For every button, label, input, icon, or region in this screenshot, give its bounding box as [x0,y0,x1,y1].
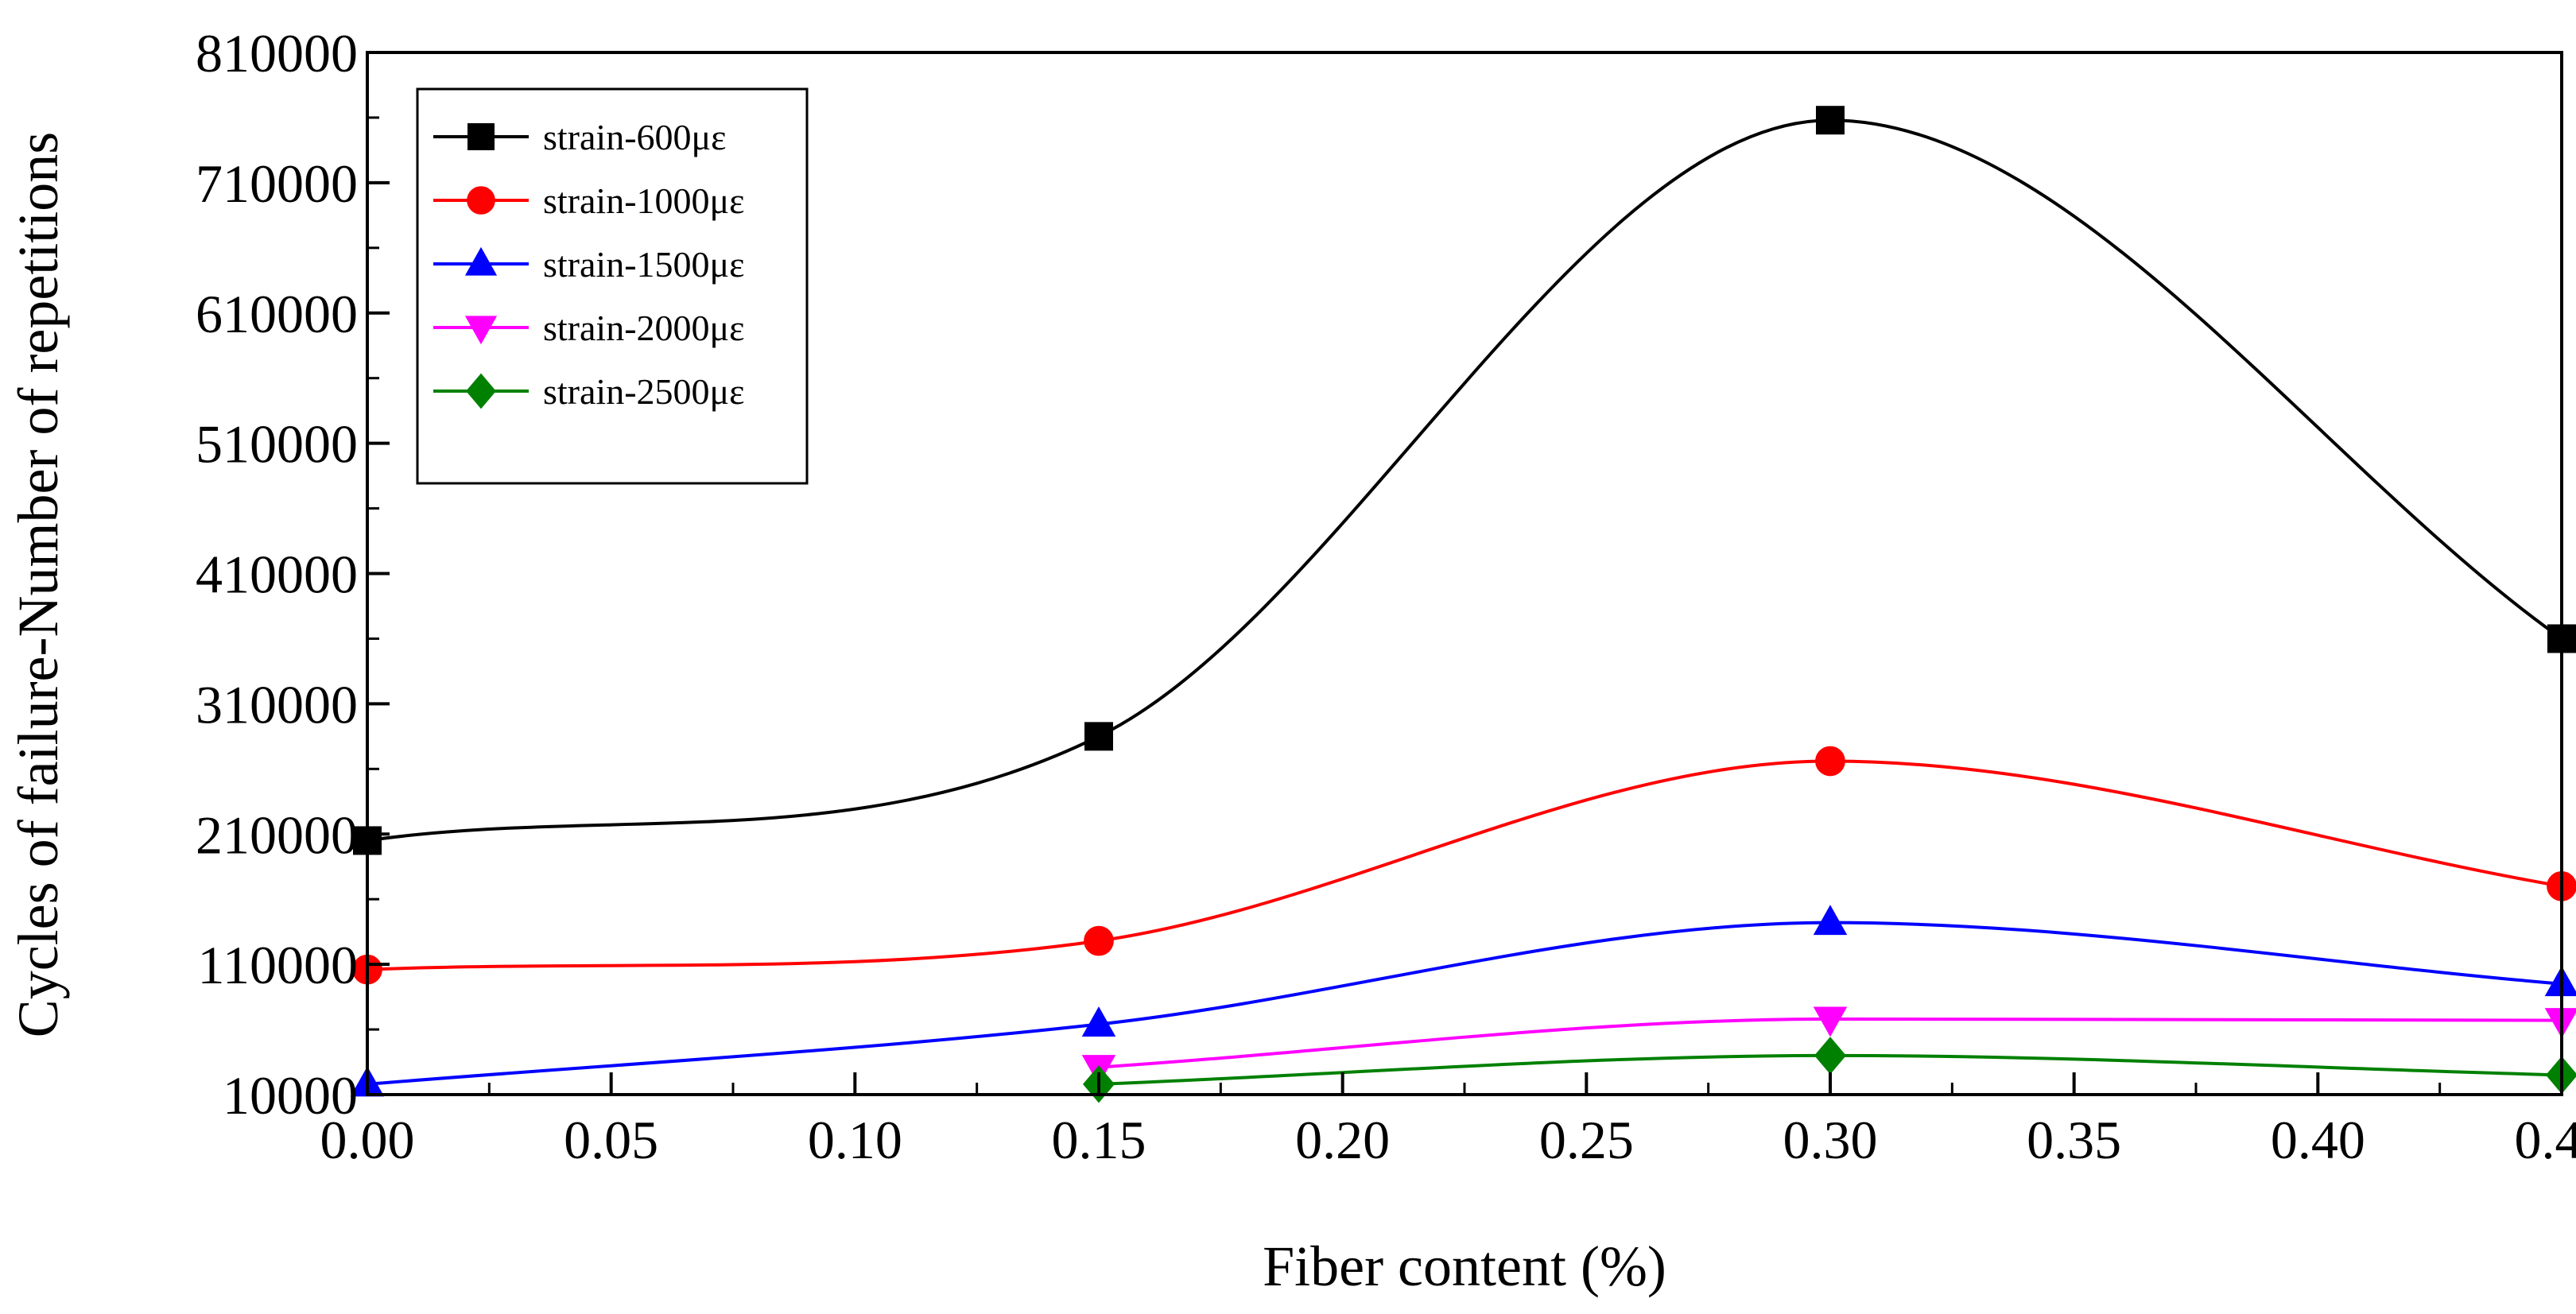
legend-marker-4 [466,373,496,409]
legend-box [416,87,809,485]
legend-marker-2 [464,246,498,276]
legend-marker-3 [464,316,498,345]
data-point-s3-p1 [1813,1006,1848,1037]
x-tick-label: 0.25 [1539,1110,1634,1170]
x-tick-label: 0.20 [1295,1110,1390,1170]
x-axis: 0.00 0.05 0.10 0.15 0.20 0.25 0.30 0.35 0.40 0.45 [320,1072,2576,1170]
y-axis: 10000 110000 210000 310000 410000 510000 61000… [196,23,390,1126]
x-axis-title: Fiber content (%) [1263,1235,1666,1298]
series-line-0 [367,118,2563,843]
x-tick-label: 0.05 [564,1110,658,1170]
x-tick-label: 0.40 [2271,1110,2365,1170]
y-tick-label: 10000 [223,1065,358,1126]
y-axis-title: Cycles of failure-Number of repetitions [6,132,70,1038]
data-point-s4-p1 [1814,1037,1847,1075]
y-tick-label: 610000 [196,284,358,344]
legend-label-3: strain-2000με [543,308,745,348]
legend-label-1: strain-1000με [543,180,745,221]
x-tick-label: 0.30 [1783,1110,1878,1170]
legend-marker-1 [467,186,495,215]
series-line-2 [367,921,2562,1086]
data-point-s2-p1 [1081,1006,1116,1037]
data-point-s0-p1 [1084,722,1113,751]
legend-label-4: strain-2500με [543,371,745,412]
legend-label-0: strain-600με [543,117,727,157]
y-tick-label: 210000 [196,804,358,865]
y-tick-label: 510000 [196,414,358,475]
data-point-s2-p2 [1813,905,1848,936]
x-tick-label: 0.15 [1052,1110,1146,1170]
x-tick-label: 0.00 [320,1110,415,1170]
y-tick-label: 110000 [198,935,358,995]
series-line-1 [367,759,2562,971]
data-point-s1-p1 [1084,925,1114,956]
legend: strain-600με strain-1000με strain-1500με st… [416,87,809,485]
y-tick-label: 410000 [196,545,358,605]
legend-label-2: strain-1500με [543,244,745,285]
y-tick-label: 310000 [196,674,358,735]
y-tick-label: 810000 [196,23,358,83]
x-tick-label: 0.35 [2027,1110,2121,1170]
y-tick-label: 710000 [196,153,358,214]
data-point-s1-p2 [1815,746,1845,777]
legend-marker-0 [467,123,495,150]
plot-markers-group [350,106,2576,1103]
x-tick-label: 0.10 [808,1110,902,1170]
x-tick-label: 0.45 [2515,1110,2576,1170]
data-point-s0-p2 [1816,106,1845,135]
